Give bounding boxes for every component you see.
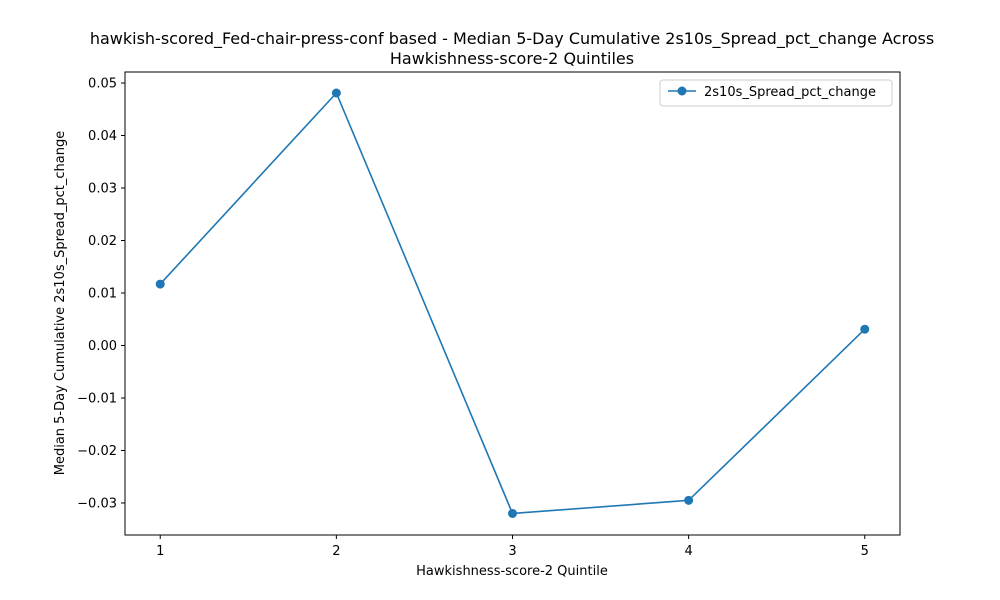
data-point — [860, 324, 870, 334]
x-tick-label: 4 — [684, 544, 692, 559]
plot-area-frame — [124, 71, 901, 536]
data-point — [331, 88, 341, 98]
y-tick-label: 0.04 — [88, 129, 117, 144]
chart-title-line-2: Hawkishness-score-2 Quintiles — [390, 49, 634, 68]
y-tick-label: 0.03 — [88, 182, 117, 197]
chart-title-line-1: hawkish-scored_Fed-chair-press-conf base… — [90, 29, 934, 49]
data-point — [508, 508, 517, 518]
x-axis-label: Hawkishness-score-2 Quintile — [416, 564, 608, 579]
x-tick-label: 3 — [508, 544, 516, 559]
series-layer — [155, 88, 870, 518]
x-tick-label: 2 — [332, 544, 340, 559]
x-tick-label: 5 — [861, 544, 869, 559]
y-axis-label: Median 5-Day Cumulative 2s10s_Spread_pct… — [53, 131, 68, 476]
series-line — [159, 92, 866, 515]
y-tick-label: 0.05 — [88, 77, 117, 92]
x-tick-label: 1 — [156, 544, 164, 559]
y-tick-label: 0.00 — [88, 339, 117, 354]
y-axis-ticks: −0.03 −0.02 −0.01 0.00 0.01 0.02 0.03 0.04 0.05 — [77, 77, 125, 511]
y-tick-label: 0.01 — [88, 287, 117, 302]
data-point — [684, 495, 694, 505]
y-tick-label: −0.02 — [77, 444, 117, 459]
x-axis-ticks: 1 2 3 4 5 — [156, 535, 869, 559]
chart-title: hawkish-scored_Fed-chair-press-conf base… — [90, 29, 934, 68]
y-tick-label: −0.03 — [77, 496, 117, 511]
legend-series-label: 2s10s_Spread_pct_change — [704, 85, 876, 100]
data-point — [155, 279, 165, 289]
y-tick-label: −0.01 — [77, 391, 117, 406]
y-tick-label: 0.02 — [88, 234, 117, 249]
legend-series-marker — [677, 86, 687, 96]
legend: 2s10s_Spread_pct_change — [659, 79, 893, 107]
legend-box — [659, 79, 893, 107]
